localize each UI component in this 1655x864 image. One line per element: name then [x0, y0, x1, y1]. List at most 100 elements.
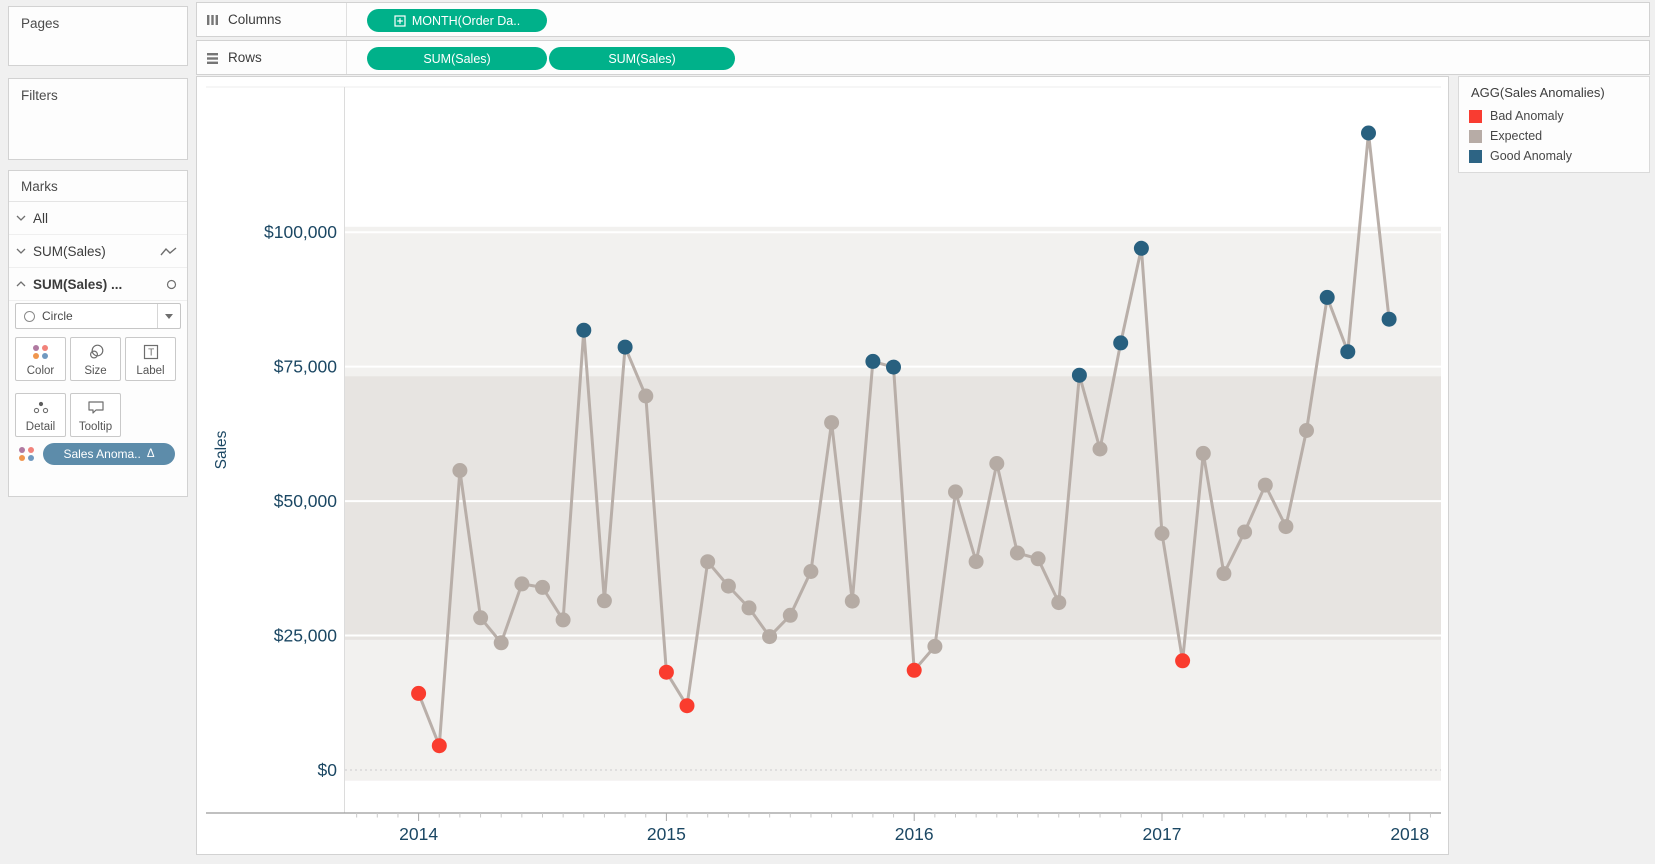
data-point[interactable]	[452, 463, 468, 478]
x-axis-year-label: 2014	[399, 824, 438, 844]
data-point[interactable]	[865, 353, 881, 369]
data-point[interactable]	[762, 629, 778, 645]
data-point[interactable]	[1175, 653, 1191, 669]
pill-month-order-date[interactable]: MONTH(Order Da..	[367, 9, 547, 32]
data-point[interactable]	[473, 610, 489, 626]
data-point[interactable]	[576, 322, 592, 338]
mark-type-dropdown[interactable]: Circle	[15, 303, 181, 329]
data-point[interactable]	[638, 388, 654, 404]
color-button-label: Color	[26, 365, 55, 377]
data-point[interactable]	[927, 638, 943, 654]
legend-entry-good-anomaly[interactable]: Good Anomaly	[1459, 146, 1649, 166]
chart-area: $0 $25,000 $50,000 $75,000 $100,000 2014 2015 2…	[196, 76, 1449, 855]
filters-label: Filters	[21, 88, 58, 103]
size-button-label: Size	[84, 365, 107, 377]
detail-button[interactable]: Detail	[15, 393, 66, 437]
data-point[interactable]	[411, 685, 427, 701]
data-point[interactable]	[700, 554, 716, 570]
data-point[interactable]	[431, 738, 447, 754]
marks-row-label: SUM(Sales)	[33, 243, 106, 259]
color-encoding-icon[interactable]	[19, 447, 35, 461]
data-point[interactable]	[1154, 526, 1170, 541]
rows-shelf-label: Rows	[228, 50, 262, 65]
label-icon: T	[143, 338, 159, 365]
rows-shelf[interactable]: Rows SUM(Sales) SUM(Sales)	[196, 40, 1650, 75]
legend-entry-bad-anomaly[interactable]: Bad Anomaly	[1459, 106, 1649, 126]
data-point[interactable]	[1278, 519, 1294, 535]
marks-row-sum-sales-line[interactable]: SUM(Sales)	[9, 235, 187, 268]
data-point[interactable]	[679, 698, 695, 714]
plus-box-icon[interactable]	[394, 14, 406, 27]
data-point[interactable]	[824, 415, 840, 431]
y-axis-tick-label: $25,000	[274, 626, 338, 646]
data-point[interactable]	[803, 564, 819, 579]
data-point[interactable]	[741, 600, 757, 616]
circle-mark-icon	[166, 279, 177, 290]
chevron-down-icon[interactable]	[16, 215, 30, 221]
data-point[interactable]	[555, 612, 571, 628]
data-point[interactable]	[1381, 311, 1397, 327]
tooltip-icon	[87, 394, 105, 421]
sales-anomalies-pill[interactable]: Sales Anoma.. Δ	[43, 443, 175, 465]
data-point[interactable]	[1216, 566, 1232, 582]
rows-shelf-icon	[206, 52, 219, 64]
bad-anomaly-swatch	[1469, 109, 1482, 123]
good-anomaly-swatch	[1469, 149, 1482, 163]
data-point[interactable]	[1051, 595, 1067, 611]
data-point[interactable]	[1030, 551, 1046, 567]
circle-icon	[24, 310, 35, 322]
data-point[interactable]	[968, 554, 984, 570]
label-button[interactable]: T Label	[125, 337, 176, 381]
data-point[interactable]	[782, 607, 798, 623]
data-point[interactable]	[514, 576, 530, 592]
data-point[interactable]	[1092, 441, 1108, 457]
data-point[interactable]	[1195, 445, 1211, 461]
chevron-up-icon[interactable]	[16, 281, 30, 287]
data-point[interactable]	[1299, 423, 1314, 438]
data-point[interactable]	[844, 593, 860, 609]
data-point[interactable]	[596, 593, 612, 609]
sales-anomalies-pill-label: Sales Anoma..	[63, 447, 141, 461]
data-point[interactable]	[1237, 524, 1253, 540]
data-point[interactable]	[948, 484, 963, 500]
pages-label: Pages	[21, 16, 60, 31]
data-point[interactable]	[1319, 289, 1335, 305]
detail-icon	[33, 394, 49, 421]
marks-row-sum-sales-circle[interactable]: SUM(Sales) ...	[9, 268, 187, 301]
pages-shelf[interactable]: Pages	[8, 6, 188, 66]
columns-shelf[interactable]: Columns MONTH(Order Da..	[196, 2, 1650, 37]
x-axis-year-label: 2018	[1390, 824, 1429, 844]
data-point[interactable]	[1071, 367, 1087, 383]
legend-entry-expected[interactable]: Expected	[1459, 126, 1649, 146]
color-button[interactable]: Color	[15, 337, 66, 381]
tooltip-button[interactable]: Tooltip	[70, 393, 121, 437]
pill-sum-sales-2[interactable]: SUM(Sales)	[549, 47, 735, 70]
data-point[interactable]	[989, 456, 1005, 471]
data-point[interactable]	[886, 359, 901, 375]
data-point[interactable]	[658, 664, 674, 680]
y-axis-title: Sales	[213, 430, 230, 469]
data-point[interactable]	[1340, 344, 1356, 360]
svg-text:T: T	[148, 347, 154, 358]
data-point[interactable]	[906, 662, 922, 678]
detail-button-label: Detail	[25, 421, 56, 433]
chevron-down-icon[interactable]	[16, 248, 30, 254]
marks-card: Marks All SUM(Sales) SUM(Sales) ... Circ…	[8, 170, 188, 497]
filters-shelf[interactable]: Filters	[8, 78, 188, 160]
dropdown-caret[interactable]	[157, 304, 180, 328]
legend-entry-label: Bad Anomaly	[1490, 109, 1564, 123]
data-point[interactable]	[617, 339, 633, 355]
pill-label: SUM(Sales)	[608, 51, 676, 66]
data-point[interactable]	[1113, 335, 1129, 351]
data-point[interactable]	[1133, 240, 1149, 256]
data-point[interactable]	[1361, 125, 1376, 141]
data-point[interactable]	[720, 578, 736, 594]
data-point[interactable]	[535, 579, 550, 595]
data-point[interactable]	[493, 635, 509, 651]
pill-sum-sales-1[interactable]: SUM(Sales)	[367, 47, 547, 70]
size-button[interactable]: Size	[70, 337, 121, 381]
marks-label: Marks	[9, 171, 187, 202]
data-point[interactable]	[1009, 545, 1025, 561]
marks-row-all[interactable]: All	[9, 202, 187, 235]
data-point[interactable]	[1257, 477, 1273, 493]
